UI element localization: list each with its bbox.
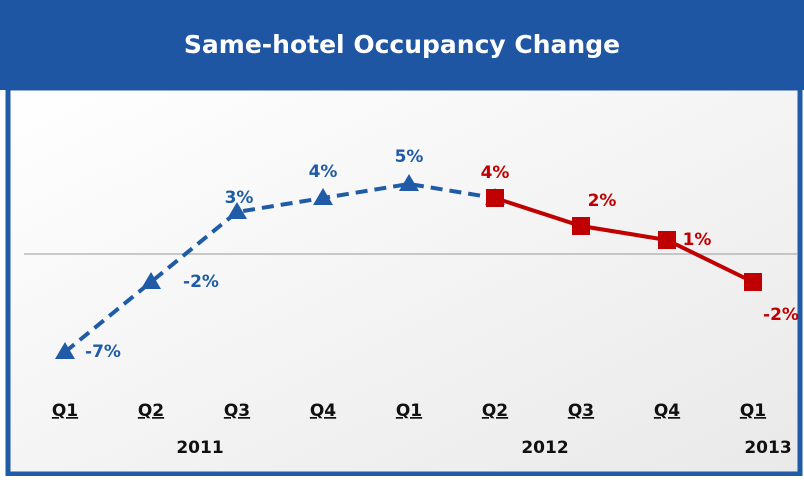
x-tick-label: Q3 <box>568 401 594 421</box>
title-bar <box>0 0 804 90</box>
marker <box>658 231 676 249</box>
data-label: 4% <box>481 163 510 183</box>
marker <box>313 188 333 205</box>
series-line <box>63 181 496 354</box>
marker <box>141 272 161 289</box>
marker <box>572 217 590 235</box>
x-tick-label: Q4 <box>654 401 680 421</box>
data-label: 2% <box>588 191 617 211</box>
x-tick-label: Q2 <box>138 401 164 421</box>
data-label: -2% <box>763 305 799 325</box>
x-tick-label: Q1 <box>52 401 78 421</box>
data-label: 5% <box>395 147 424 167</box>
marker <box>744 273 762 291</box>
x-tick-label: Q1 <box>396 401 422 421</box>
data-label: -7% <box>85 342 121 362</box>
data-label: 3% <box>225 188 254 208</box>
marker <box>486 189 504 207</box>
year-label: 2013 <box>744 438 791 458</box>
marker <box>227 202 247 219</box>
x-tick-label: Q3 <box>224 401 250 421</box>
chart-title: Same-hotel Occupancy Change <box>184 30 620 59</box>
marker <box>399 174 419 191</box>
data-label: 1% <box>683 230 712 250</box>
x-tick-label: Q4 <box>310 401 336 421</box>
x-tick-label: Q1 <box>740 401 766 421</box>
data-label: -2% <box>183 272 219 292</box>
year-label: 2012 <box>521 438 568 458</box>
x-tick-label: Q2 <box>482 401 508 421</box>
year-label: 2011 <box>176 438 223 458</box>
series-line <box>494 196 754 284</box>
marker <box>55 342 75 359</box>
data-label: 4% <box>309 162 338 182</box>
panel <box>5 85 803 477</box>
